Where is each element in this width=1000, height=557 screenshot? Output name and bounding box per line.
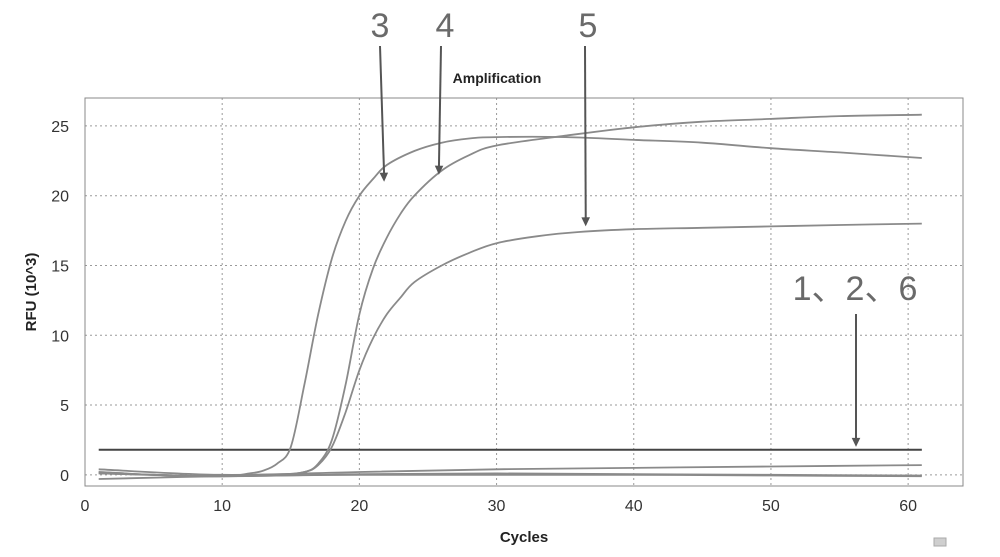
x-tick-label: 0 [81, 498, 90, 515]
x-tick-label: 20 [350, 498, 368, 515]
y-tick-label: 5 [60, 398, 69, 415]
annotation-arrow [584, 45, 587, 219]
annotation-label: 3 [371, 7, 390, 45]
series-line-6 [98, 472, 922, 478]
annotation-arrow [437, 45, 442, 167]
annotation-group: 3 4 5 1、2、6 [371, 7, 918, 447]
chart-title: Amplification [453, 70, 542, 86]
y-axis-title: RFU (10^3) [23, 253, 40, 332]
x-tick-label: 10 [213, 498, 231, 515]
legend-swatch [933, 537, 947, 547]
annotation-arrowhead [379, 172, 389, 182]
series-group [98, 113, 922, 480]
y-tick-label: 25 [51, 119, 69, 136]
annotation-arrowhead [851, 437, 861, 447]
annotation-label: 5 [579, 7, 598, 45]
annotation-label: 4 [436, 7, 455, 45]
series-line-3 [98, 135, 922, 478]
plot-frame [84, 97, 964, 487]
x-tick-label: 40 [625, 498, 643, 515]
x-axis-title: Cycles [500, 529, 548, 546]
y-tick-label: 20 [51, 189, 69, 206]
annotation-arrowhead [434, 165, 444, 175]
y-axis-ticks: 0 5 10 15 20 25 [51, 119, 69, 485]
annotation-label: 1、2、6 [793, 270, 918, 308]
y-tick-label: 10 [51, 328, 69, 345]
x-tick-label: 30 [488, 498, 506, 515]
annotation-arrow [379, 45, 386, 174]
series-line-1 [98, 464, 922, 476]
y-tick-label: 15 [51, 258, 69, 275]
x-tick-label: 50 [762, 498, 780, 515]
y-tick-label: 0 [60, 468, 69, 485]
annotation-arrowhead [581, 217, 590, 227]
x-axis-ticks: 0 10 20 30 40 50 60 [81, 498, 918, 515]
x-tick-label: 60 [899, 498, 917, 515]
